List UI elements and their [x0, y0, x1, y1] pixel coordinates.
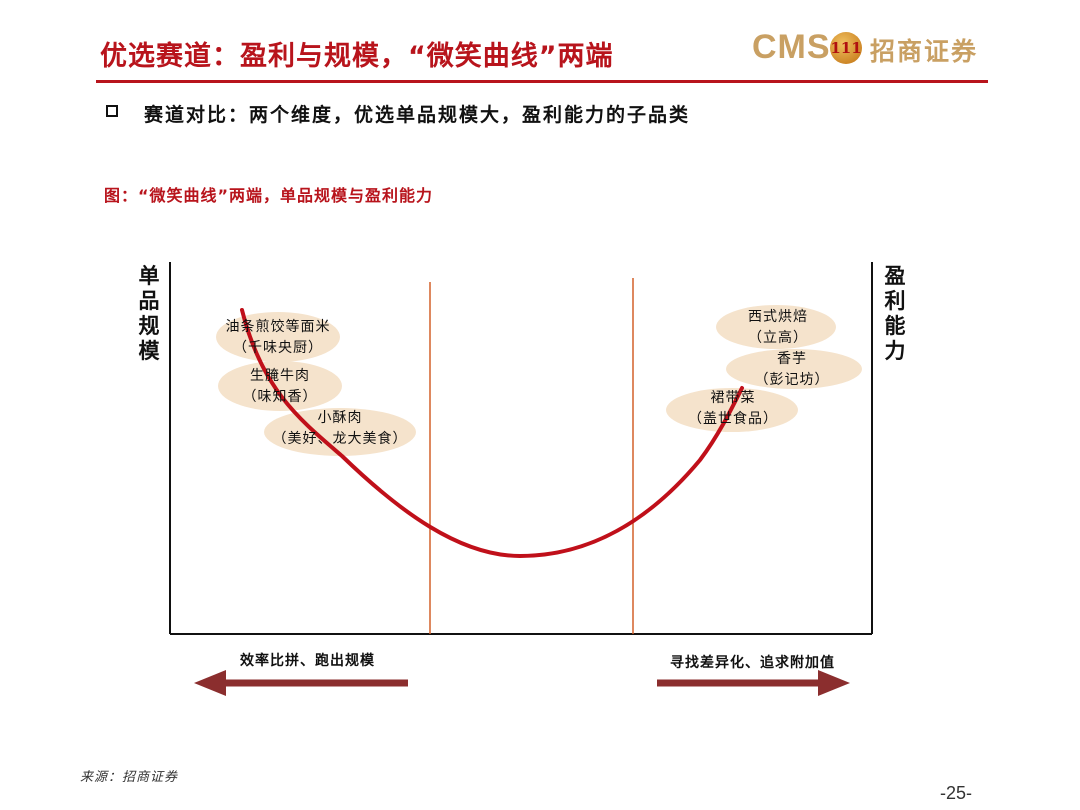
- right-axis-char: 能: [884, 314, 906, 338]
- left-arrow-label: 效率比拼、跑出规模: [240, 653, 375, 669]
- bubble-label-xishi-hongbei: 西式烘焙 （立高）: [716, 307, 840, 349]
- bubble-brand: （彭记坊）: [754, 372, 830, 388]
- bubble-category: 生腌牛肉: [250, 368, 310, 384]
- left-axis-label: 单 品 规 模: [136, 264, 162, 364]
- bubble-category: 裙带菜: [710, 390, 756, 406]
- section-subtitle: 赛道对比：两个维度，优选单品规模大，盈利能力的子品类: [144, 104, 691, 126]
- bubble-category: 油条煎饺等面米: [225, 319, 331, 335]
- right-axis-char: 力: [884, 339, 906, 363]
- bubble-label-xiaosurou: 小酥肉 （美好、龙大美食）: [260, 408, 420, 450]
- bubble-brand: （味知香）: [242, 389, 318, 405]
- bubble-shengyan-niurou: [218, 361, 342, 411]
- logo-cms-text: CMS: [752, 28, 831, 66]
- smile-curve: [240, 308, 744, 559]
- bubble-brand: （千味央厨）: [233, 340, 323, 356]
- bubble-brand: （盖世食品）: [688, 411, 778, 427]
- bubble-label-qundaicai: 裙带菜 （盖世食品）: [668, 388, 798, 430]
- figure-caption: 图：“微笑曲线”两端，单品规模与盈利能力: [104, 186, 434, 205]
- logo-emblem-icon: 111: [830, 32, 862, 64]
- left-axis-char: 规: [138, 314, 160, 338]
- title-rule: [96, 80, 988, 83]
- bubble-label-shengyan-niurou: 生腌牛肉 （味知香）: [210, 366, 350, 408]
- right-arrowhead-icon: [818, 670, 850, 696]
- left-axis-char: 模: [138, 339, 160, 363]
- left-axis-char: 单: [138, 264, 160, 288]
- bubble-label-youtiao: 油条煎饺等面米 （千味央厨）: [208, 317, 348, 359]
- page-number: -25-: [940, 783, 973, 803]
- left-axis-char: 品: [138, 289, 160, 313]
- left-arrowhead-icon: [194, 670, 226, 696]
- right-axis-char: 利: [884, 289, 906, 313]
- bubble-category: 香芋: [777, 351, 807, 367]
- bubble-category: 小酥肉: [317, 410, 363, 426]
- right-arrow-label: 寻找差异化、追求附加值: [670, 655, 835, 671]
- bubble-label-xiangyu: 香芋 （彭记坊）: [730, 349, 854, 391]
- bubble-brand: （立高）: [748, 330, 808, 346]
- logo-chinese-text: 招商证券: [870, 37, 979, 66]
- bubble-category: 西式烘焙: [748, 309, 808, 325]
- right-axis-char: 盈: [884, 264, 906, 288]
- page-title: 优选赛道：盈利与规模，“微笑曲线”两端: [100, 41, 614, 72]
- bubble-xiangyu: [726, 349, 862, 389]
- square-bullet-icon: [106, 105, 118, 117]
- right-axis-label: 盈 利 能 力: [882, 264, 908, 364]
- bubble-brand: （美好、龙大美食）: [272, 431, 408, 447]
- bubble-xishi-hongbei: [716, 305, 836, 349]
- company-logo: CMS 111 招商证券: [752, 26, 992, 74]
- source-note: 来源：招商证券: [80, 770, 179, 785]
